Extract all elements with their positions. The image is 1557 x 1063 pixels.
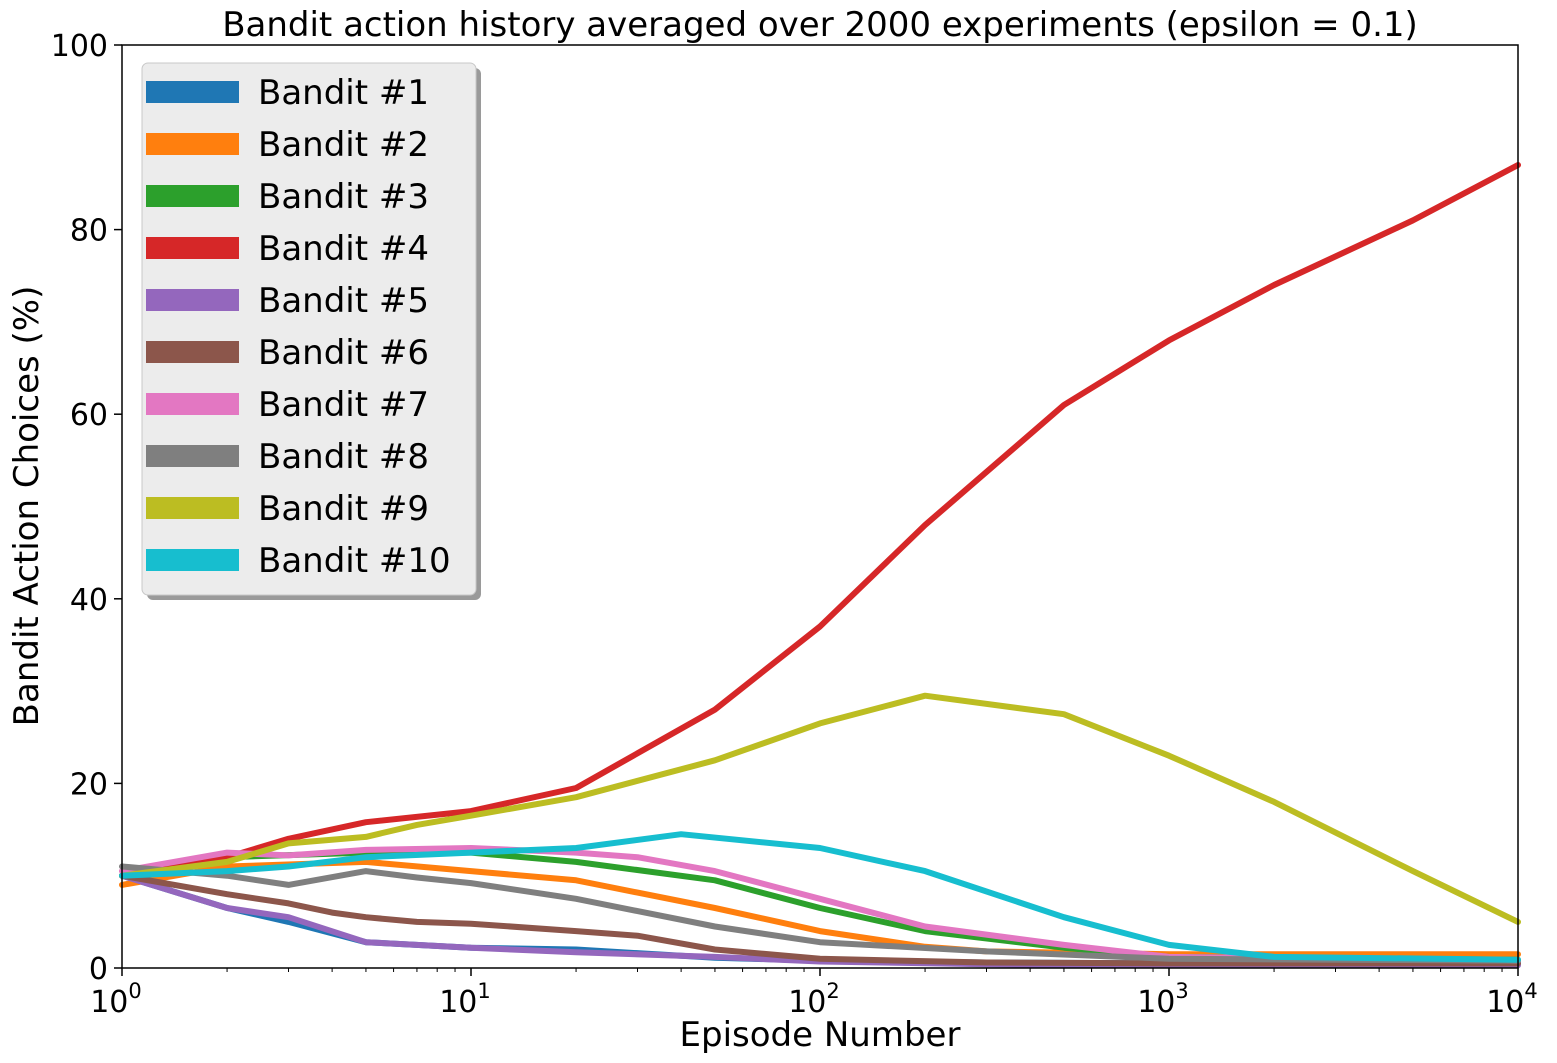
x-tick-label: 103 xyxy=(1137,979,1189,1020)
legend-swatch-bandit-5 xyxy=(146,289,239,311)
x-tick-label: 100 xyxy=(90,979,142,1020)
y-tick-label: 100 xyxy=(51,29,108,64)
y-axis-label: Bandit Action Choices (%) xyxy=(7,286,47,727)
y-tick-label: 0 xyxy=(89,952,108,987)
y-tick-label: 40 xyxy=(70,583,108,618)
x-tick-label: 101 xyxy=(439,979,491,1020)
axis-ticks: 0 20 40 60 80 100 100 101 102 103 104 xyxy=(51,29,1538,1020)
y-tick-label: 20 xyxy=(70,767,108,802)
legend-swatch-bandit-3 xyxy=(146,185,239,207)
x-axis-label: Episode Number xyxy=(680,1015,961,1055)
legend-label-bandit-3: Bandit #3 xyxy=(258,177,429,217)
legend-swatch-bandit-9 xyxy=(146,497,239,519)
series-line-bandit-10 xyxy=(119,831,1521,963)
legend-label-bandit-10: Bandit #10 xyxy=(258,541,451,581)
series-line-bandit-6 xyxy=(119,872,1521,967)
legend-label-bandit-2: Bandit #2 xyxy=(258,125,429,165)
legend-swatch-bandit-10 xyxy=(146,549,239,571)
series-layer xyxy=(119,162,1521,969)
legend: Bandit #1 Bandit #2 Bandit #3 Bandit #4 Band… xyxy=(141,62,481,600)
chart-title: Bandit action history averaged over 2000… xyxy=(222,5,1418,45)
legend-swatch-bandit-2 xyxy=(146,133,239,155)
series-line-bandit-9 xyxy=(119,692,1521,925)
legend-label-bandit-7: Bandit #7 xyxy=(258,385,429,425)
legend-swatch-bandit-8 xyxy=(146,445,239,467)
y-tick-label: 80 xyxy=(70,214,108,249)
legend-label-bandit-1: Bandit #1 xyxy=(258,73,429,113)
series-line-bandit-8 xyxy=(119,863,1521,964)
x-tick-label: 104 xyxy=(1486,979,1538,1020)
series-line-bandit-1 xyxy=(119,872,1521,967)
legend-swatch-bandit-6 xyxy=(146,341,239,363)
legend-label-bandit-6: Bandit #6 xyxy=(258,333,429,373)
x-tick-label: 102 xyxy=(788,979,840,1020)
legend-label-bandit-4: Bandit #4 xyxy=(258,229,429,269)
y-tick-label: 60 xyxy=(70,398,108,433)
legend-swatch-bandit-1 xyxy=(146,81,239,103)
plot-frame xyxy=(121,44,1519,969)
series-line-bandit-4 xyxy=(119,162,1521,879)
series-line-bandit-7 xyxy=(119,845,1521,964)
legend-swatch-bandit-7 xyxy=(146,393,239,415)
legend-label-bandit-5: Bandit #5 xyxy=(258,281,429,321)
legend-label-bandit-9: Bandit #9 xyxy=(258,489,429,529)
legend-swatch-bandit-4 xyxy=(146,237,239,259)
legend-label-bandit-8: Bandit #8 xyxy=(258,437,429,477)
